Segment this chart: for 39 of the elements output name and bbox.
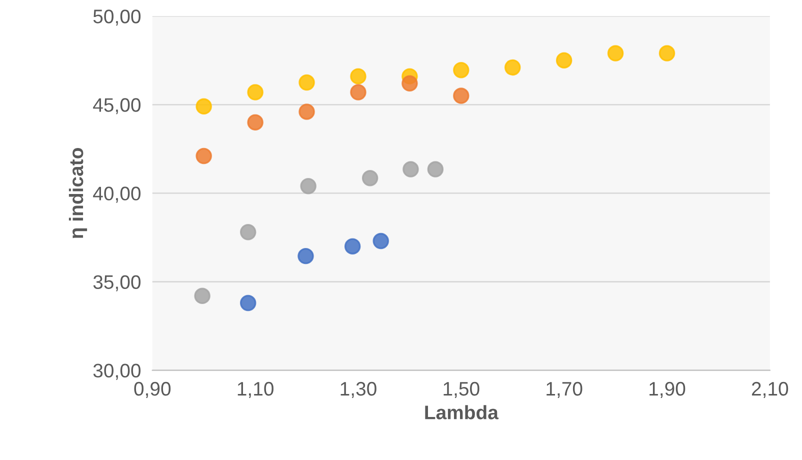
y-tick-label: 45,00 <box>93 98 141 114</box>
point <box>453 62 470 78</box>
point <box>350 84 366 100</box>
point <box>362 170 378 186</box>
x-tick-label: 1,30 <box>340 382 376 398</box>
y-tick-label: 35,00 <box>93 275 141 292</box>
point <box>240 224 256 240</box>
point <box>247 114 264 130</box>
point <box>240 294 256 312</box>
point <box>402 161 419 178</box>
point <box>372 232 389 250</box>
point <box>300 178 316 194</box>
x-tick-label: 0,90 <box>134 382 171 398</box>
point <box>298 74 315 91</box>
point <box>453 88 470 104</box>
point <box>402 75 418 92</box>
point <box>504 59 521 76</box>
y-axis-title: η indicato <box>68 148 88 238</box>
point <box>350 68 366 84</box>
point <box>196 148 212 164</box>
x-axis-title: Lambda <box>425 405 499 420</box>
x-tick-label: 1,90 <box>650 382 686 398</box>
point <box>427 161 444 178</box>
x-tick-label: 1,70 <box>546 382 582 398</box>
x-tick-label: 1,10 <box>238 382 274 398</box>
y-tick-label: 40,00 <box>93 186 141 203</box>
x-tick-label: 2,10 <box>752 382 788 398</box>
point <box>298 104 315 120</box>
point <box>194 288 210 304</box>
point <box>247 84 264 100</box>
y-tick-label: 50,00 <box>93 10 141 26</box>
y-tick-label: 30,00 <box>93 364 141 380</box>
point <box>607 45 624 62</box>
point <box>196 98 212 115</box>
point <box>556 52 572 68</box>
point <box>344 238 361 254</box>
x-tick-label: 1,50 <box>444 382 480 398</box>
point <box>658 45 676 62</box>
point <box>298 248 314 264</box>
